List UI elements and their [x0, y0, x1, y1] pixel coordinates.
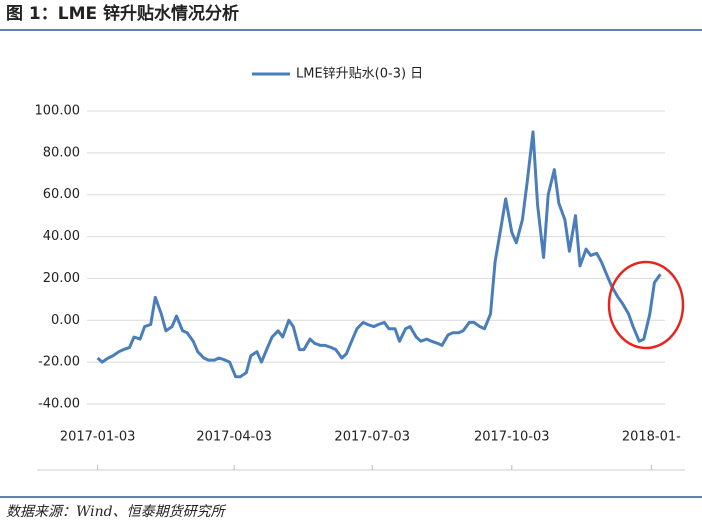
- y-tick-label: 40.00: [43, 229, 80, 244]
- legend-label: LME锌升贴水(0-3) 日: [296, 67, 423, 82]
- chart-title: 图 1：LME 锌升贴水情况分析: [6, 3, 239, 24]
- x-tick-label: 2017-10-03: [474, 430, 550, 445]
- y-tick-label: 100.00: [35, 104, 81, 119]
- y-tick-label: 20.00: [43, 271, 80, 286]
- highlight-circle: [607, 260, 685, 350]
- x-tick-label: 2018-01-: [622, 430, 681, 445]
- y-tick-label: 0.00: [51, 313, 80, 328]
- y-tick-label: -40.00: [38, 397, 80, 412]
- data-line: [96, 130, 662, 379]
- y-tick-label: 80.00: [43, 145, 80, 160]
- x-tick-label: 2017-07-03: [334, 430, 410, 445]
- x-tick-label: 2017-01-03: [60, 430, 136, 445]
- y-tick-label: -20.00: [38, 355, 80, 370]
- x-tick-label: 2017-04-03: [196, 430, 272, 445]
- y-tick-label: 60.00: [43, 187, 80, 202]
- source: 数据来源：Wind、恒泰期货研究所: [6, 504, 227, 520]
